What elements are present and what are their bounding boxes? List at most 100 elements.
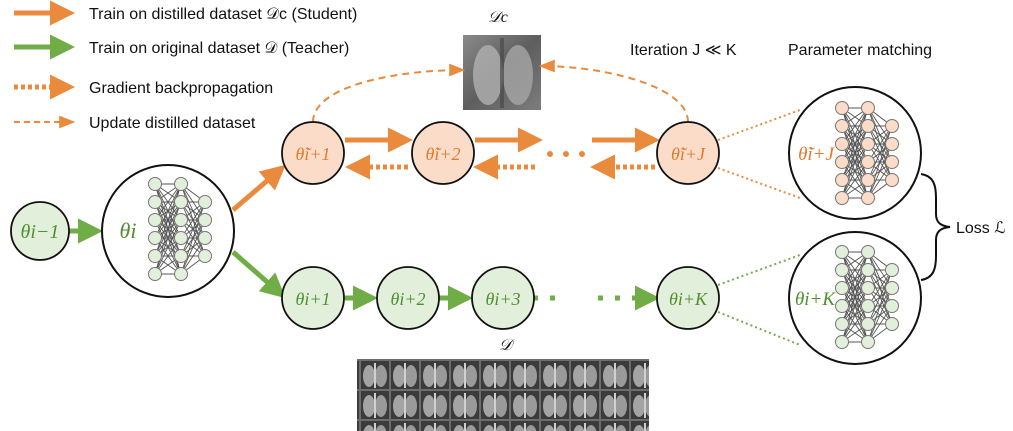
network-edge [841, 107, 869, 163]
update-arc-right [538, 59, 689, 123]
network-neuron [861, 299, 875, 313]
network-neuron [835, 317, 849, 331]
network-edge [867, 305, 893, 343]
parameter-matching-label: Parameter matching [788, 42, 932, 59]
network-neuron [835, 119, 849, 133]
network-neuron [174, 249, 188, 263]
zoom-line-teacher-top [717, 254, 801, 286]
network-neuron [835, 281, 849, 295]
network-edge [867, 125, 893, 163]
network-edge [180, 201, 206, 239]
network-edge [867, 125, 893, 199]
network-edge [841, 107, 869, 181]
teacher-node-1-label: θi+1 [296, 289, 331, 309]
legend-update-label: Update distilled dataset [89, 115, 256, 132]
loss-label: Loss ℒ [956, 220, 1006, 237]
arrow-theta-i-to-teacher [231, 250, 286, 299]
arrow-theta-i-to-student [231, 164, 286, 212]
network-edge [180, 219, 206, 275]
student-network-label: θ̃i+J [798, 144, 835, 165]
student-node-2: θ̃i+2 [411, 121, 475, 185]
iteration-label: Iteration J ≪ K [630, 42, 737, 59]
neural-network-icon [835, 245, 899, 349]
student-node-J: θ̃i+J [656, 121, 720, 185]
network-neuron [885, 155, 899, 169]
network-neuron [835, 245, 849, 259]
legend-teacher-label: Train on original dataset 𝒟 (Teacher) [89, 40, 349, 57]
network-edge [154, 219, 182, 275]
network-neuron [861, 137, 875, 151]
network-neuron [174, 195, 188, 209]
network-neuron [885, 137, 899, 151]
network-edge [867, 287, 893, 343]
network-edge [841, 251, 869, 325]
network-edge [867, 125, 893, 181]
original-dataset-image-grid [357, 359, 649, 431]
node-theta-prev-label: θi−1 [21, 221, 60, 243]
teacher-network-node: θi+K [788, 231, 922, 365]
neural-network-icon [835, 101, 899, 205]
network-neuron [885, 263, 899, 277]
right-curly-brace-icon [920, 173, 951, 281]
teacher-node-3-label: θi+3 [486, 289, 521, 309]
network-edge [180, 201, 206, 257]
teacher-node-K-label: θi+K [669, 289, 708, 309]
network-edge [841, 251, 869, 307]
network-neuron [835, 173, 849, 187]
distilled-image [463, 35, 541, 110]
network-neuron [198, 213, 212, 227]
network-neuron [861, 335, 875, 349]
network-edge [867, 269, 893, 307]
network-edge [841, 287, 869, 343]
distilled-dataset-label: 𝒟c [488, 9, 508, 26]
neural-network-icon [148, 177, 212, 281]
network-neuron [198, 249, 212, 263]
dots-ellipsis-icon [547, 151, 585, 157]
network-edge [841, 305, 869, 343]
network-edge [841, 143, 869, 199]
network-neuron [835, 191, 849, 205]
teacher-node-1: θi+1 [281, 266, 345, 330]
network-neuron [835, 155, 849, 169]
network-edge [154, 183, 182, 221]
network-neuron [174, 213, 188, 227]
legend: Train on distilled dataset 𝒟c (Student) … [14, 0, 357, 132]
network-neuron [148, 195, 162, 209]
network-neuron [148, 231, 162, 245]
network-neuron [148, 267, 162, 281]
network-neuron [835, 137, 849, 151]
legend-student-label: Train on distilled dataset 𝒟c (Student) [89, 6, 357, 23]
network-neuron [835, 263, 849, 277]
network-neuron [861, 317, 875, 331]
zoom-line-student-top [717, 109, 801, 141]
network-edge [180, 237, 206, 275]
student-network-node: θ̃i+J [788, 86, 922, 220]
network-neuron [861, 155, 875, 169]
network-edge [841, 251, 869, 289]
node-theta-prev: θi−1 [10, 201, 70, 261]
network-neuron [885, 281, 899, 295]
student-node-J-label: θ̃i+J [671, 144, 706, 164]
legend-backprop-label: Gradient backpropagation [89, 80, 273, 97]
network-edge [154, 201, 182, 275]
network-neuron [861, 245, 875, 259]
network-neuron [198, 231, 212, 245]
node-theta-i-label: θi [120, 218, 137, 243]
network-edge [867, 269, 893, 325]
network-edge [867, 143, 893, 199]
network-neuron [174, 177, 188, 191]
teacher-node-K: θi+K [656, 266, 720, 330]
network-neuron [148, 213, 162, 227]
network-neuron [835, 299, 849, 313]
update-arc-left [312, 63, 466, 123]
network-neuron [174, 231, 188, 245]
network-neuron [861, 263, 875, 277]
zoom-line-teacher-bottom [717, 311, 801, 346]
network-edge [154, 183, 182, 257]
teacher-node-2-label: θi+2 [391, 289, 426, 309]
network-neuron [885, 299, 899, 313]
network-neuron [861, 173, 875, 187]
network-edge [154, 183, 182, 239]
student-node-1: θ̃i+1 [281, 121, 345, 185]
